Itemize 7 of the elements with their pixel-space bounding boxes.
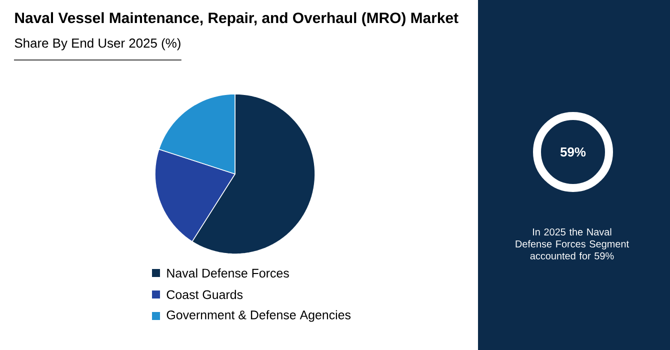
text: In 2025 the Naval Defense Forces Segment accounted for 59%	[516, 228, 629, 260]
legend-label: Naval Defense Forces	[167, 268, 289, 278]
legend-label: Government & Defense Agencies	[166, 310, 351, 322]
chart-subtitle: Share By End User 2025 (%)	[14, 38, 180, 50]
text: 59%	[560, 147, 586, 157]
chart-title: Naval Vessel Maintenance, Repair, and Overhaul (MRO) Market	[15, 12, 458, 26]
legend-label: Coast Guards	[166, 290, 243, 300]
